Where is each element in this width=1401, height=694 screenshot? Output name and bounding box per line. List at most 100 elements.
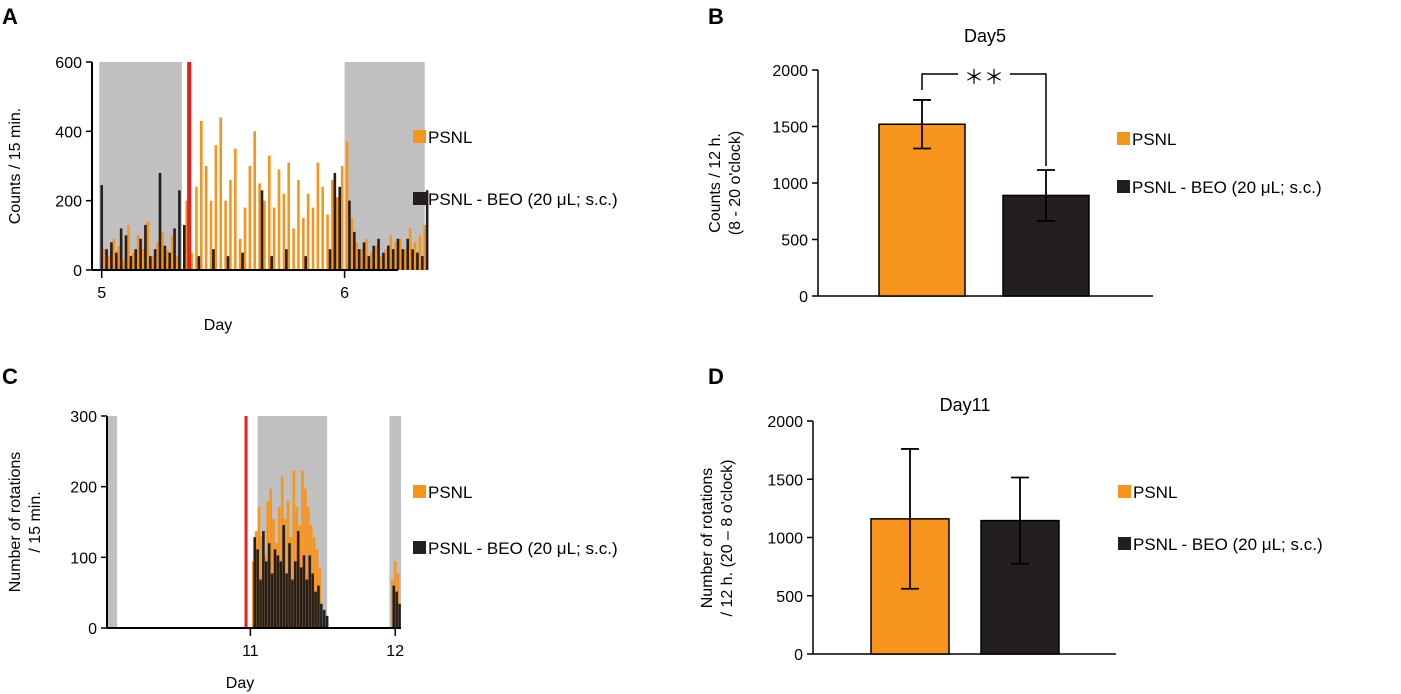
legend-swatch-psnl [1118, 485, 1131, 498]
bar-beo [168, 252, 172, 270]
bar-beo [314, 591, 317, 628]
bar-beo [273, 549, 277, 628]
bar-psnl [418, 235, 422, 270]
bar-psnl [350, 218, 354, 270]
bar-beo [253, 537, 257, 628]
bar-beo [288, 543, 291, 628]
bar-beo [377, 238, 380, 270]
y-tick-label: 0 [794, 647, 803, 664]
legend-label-psnl: PSNL [1133, 483, 1177, 502]
bar-beo [333, 172, 337, 270]
legend-a: PSNL PSNL - BEO (20 μL; s.c.) [413, 128, 618, 209]
bar-beo [182, 224, 186, 270]
bar-beo [259, 579, 262, 628]
legend-swatch-beo [1118, 537, 1131, 550]
y-tick-label: 0 [73, 263, 82, 280]
bar-beo [372, 245, 376, 270]
bar-psnl [301, 470, 304, 628]
bar-psnl [165, 249, 169, 270]
bar-psnl [295, 506, 299, 628]
bar-psnl [170, 235, 174, 270]
bar-psnl [391, 579, 394, 628]
bar-beo [284, 249, 288, 270]
bar-psnl [136, 235, 140, 270]
significance-bracket: ＊＊ [921, 66, 1047, 166]
panel-a: A 0 200 400 600 5 6 Day Counts / 15 min. PSN… [2, 4, 618, 334]
x-tick-label: 6 [340, 285, 349, 302]
bar-psnl [304, 488, 307, 628]
bar-psnl [151, 256, 155, 270]
bar-beo [163, 245, 167, 270]
bar-beo [325, 615, 329, 628]
bar-beo [265, 561, 268, 628]
bar-psnl [185, 200, 189, 270]
bar-beo [391, 249, 395, 270]
bar-psnl [272, 207, 276, 270]
bar-beo [285, 573, 288, 628]
y-tick-label: 200 [55, 194, 82, 211]
bar-psnl [209, 200, 213, 270]
panel-letter-d: D [708, 364, 724, 389]
bar-psnl [365, 238, 368, 270]
y-tick-label: 400 [55, 124, 82, 141]
dark-period-shade [107, 416, 118, 628]
y-tick-label: 600 [55, 55, 82, 72]
bar-beo [293, 561, 297, 628]
legend-label-beo: PSNL - BEO (20 μL; s.c.) [1133, 535, 1323, 554]
bar-psnl [277, 169, 281, 270]
bar-psnl [122, 259, 125, 270]
legend-label-beo: PSNL - BEO (20 μL; s.c.) [428, 539, 618, 558]
chart-title: Day11 [940, 395, 991, 415]
panel-b: B Day5 0 500 1000 1500 2000 ＊＊ Counts / 12 h… [707, 4, 1322, 306]
bar-psnl [399, 238, 402, 270]
y-tick-label: 0 [799, 289, 808, 306]
bar-beo [226, 256, 230, 270]
bar-psnl [345, 141, 349, 270]
bar-psnl [312, 537, 316, 628]
bar-beo [338, 186, 342, 270]
bar-beo [322, 609, 326, 628]
bar-beo [178, 190, 181, 270]
bar-psnl [238, 238, 242, 270]
bar-beo [305, 579, 309, 628]
bar-psnl [214, 145, 218, 270]
y-axis-label: Counts / 15 min. [7, 108, 24, 225]
bar-psnl [269, 488, 272, 628]
bar-psnl [219, 117, 223, 270]
bar-psnl [229, 179, 232, 270]
bar-beo [270, 573, 274, 628]
panel-letter-c: C [2, 364, 18, 389]
bar-psnl [393, 561, 397, 628]
bar-beo [304, 256, 308, 270]
bar-psnl [315, 549, 319, 628]
bar-psnl [102, 249, 106, 270]
bar-beo [173, 228, 176, 270]
bar-psnl [369, 252, 373, 270]
legend-label-psnl: PSNL [428, 483, 472, 502]
bar-beo [311, 573, 314, 628]
bar-psnl [127, 224, 130, 270]
bar-psnl [146, 221, 150, 270]
bar-psnl [282, 193, 286, 270]
y-axis-label-line1: Counts / 12 h. [707, 133, 724, 233]
dark-period-shade [344, 62, 425, 270]
bar-beo [139, 238, 142, 270]
bar-beo [425, 190, 429, 270]
chart-title: Day5 [964, 26, 1006, 46]
dark-period-shade [389, 416, 401, 628]
y-tick-label: 1000 [772, 176, 808, 193]
legend-swatch-psnl [1117, 132, 1130, 145]
y-tick-label: 2000 [767, 414, 803, 431]
bar-beo [270, 256, 274, 270]
bar-psnl [131, 252, 135, 270]
bar-beo [348, 200, 351, 270]
bar-psnl [254, 531, 258, 628]
bar-psnl [190, 252, 193, 270]
bar-psnl [275, 543, 278, 628]
x-tick-label: 5 [97, 285, 106, 302]
bar-psnl [117, 245, 121, 270]
bar-beo [406, 238, 410, 270]
bar-beo [212, 249, 215, 270]
bar-psnl [423, 224, 427, 270]
